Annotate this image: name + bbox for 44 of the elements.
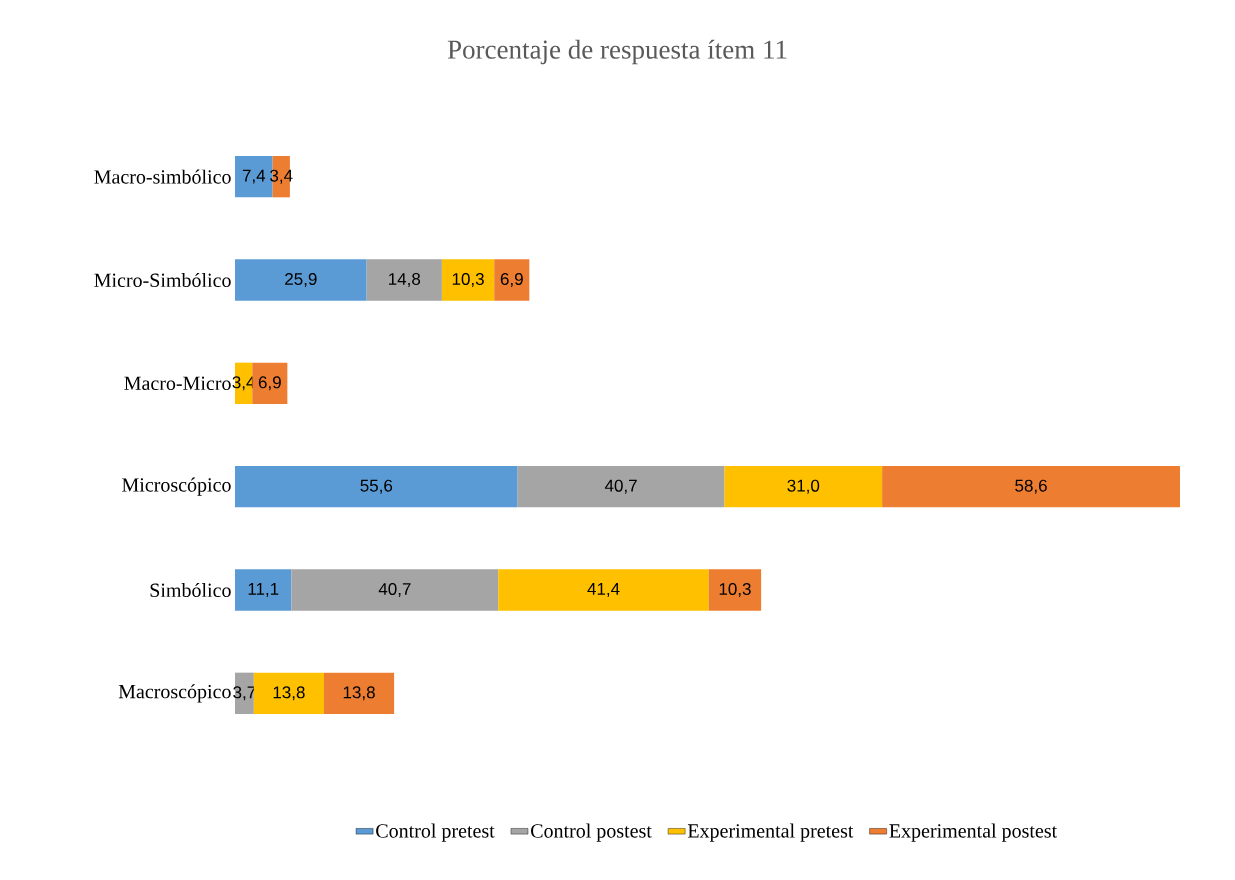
bar bbox=[253, 672, 324, 714]
bar bbox=[441, 259, 495, 301]
legend-label: Control pretest bbox=[376, 823, 495, 842]
data-label: 41,4 bbox=[587, 583, 620, 597]
data-label: 25,9 bbox=[285, 272, 317, 288]
legend-label: Control postest bbox=[531, 823, 652, 842]
data-label: 6,9 bbox=[258, 376, 281, 391]
bar bbox=[235, 569, 292, 611]
bar bbox=[494, 259, 530, 301]
data-label: 11,1 bbox=[248, 583, 279, 597]
bar bbox=[882, 465, 1180, 508]
bar bbox=[291, 569, 499, 611]
legend-label: Experimental postest bbox=[889, 823, 1058, 842]
bar bbox=[724, 465, 883, 508]
bar bbox=[708, 569, 762, 611]
bar bbox=[366, 259, 442, 301]
data-label: 55,6 bbox=[360, 479, 393, 494]
y-tick-label: Micro-Simbólico bbox=[94, 272, 231, 288]
data-label: 13,8 bbox=[273, 686, 305, 701]
bar bbox=[498, 569, 709, 611]
bar bbox=[235, 465, 518, 508]
chart-title: Porcentaje de respuesta ítem 11 bbox=[447, 39, 787, 65]
data-label: 40,7 bbox=[604, 479, 637, 494]
y-tick-label: Macro-simbólico bbox=[94, 169, 231, 184]
data-label: 58,6 bbox=[1015, 479, 1047, 494]
bar bbox=[517, 465, 725, 508]
data-label: 7,4 bbox=[242, 169, 266, 184]
data-label: 6,9 bbox=[500, 272, 523, 288]
legend-label: Experimental pretest bbox=[687, 823, 854, 842]
bar bbox=[235, 672, 254, 714]
data-label: 13,8 bbox=[343, 686, 375, 701]
data-label: 14,8 bbox=[389, 272, 421, 288]
y-tick-label: Macro-Micro bbox=[124, 376, 231, 391]
bar bbox=[235, 259, 367, 301]
data-label: 31,0 bbox=[787, 479, 820, 494]
data-label: 10,3 bbox=[452, 272, 484, 288]
data-label: 40,7 bbox=[378, 582, 411, 598]
data-label: 10,3 bbox=[719, 582, 751, 598]
data-label: 3,7 bbox=[233, 686, 256, 701]
bar bbox=[323, 672, 395, 714]
y-tick-label: Macroscópico bbox=[118, 684, 231, 703]
y-tick-label: Microscópico bbox=[122, 477, 231, 496]
y-tick-label: Simbólico bbox=[150, 582, 231, 598]
bar bbox=[252, 362, 288, 404]
